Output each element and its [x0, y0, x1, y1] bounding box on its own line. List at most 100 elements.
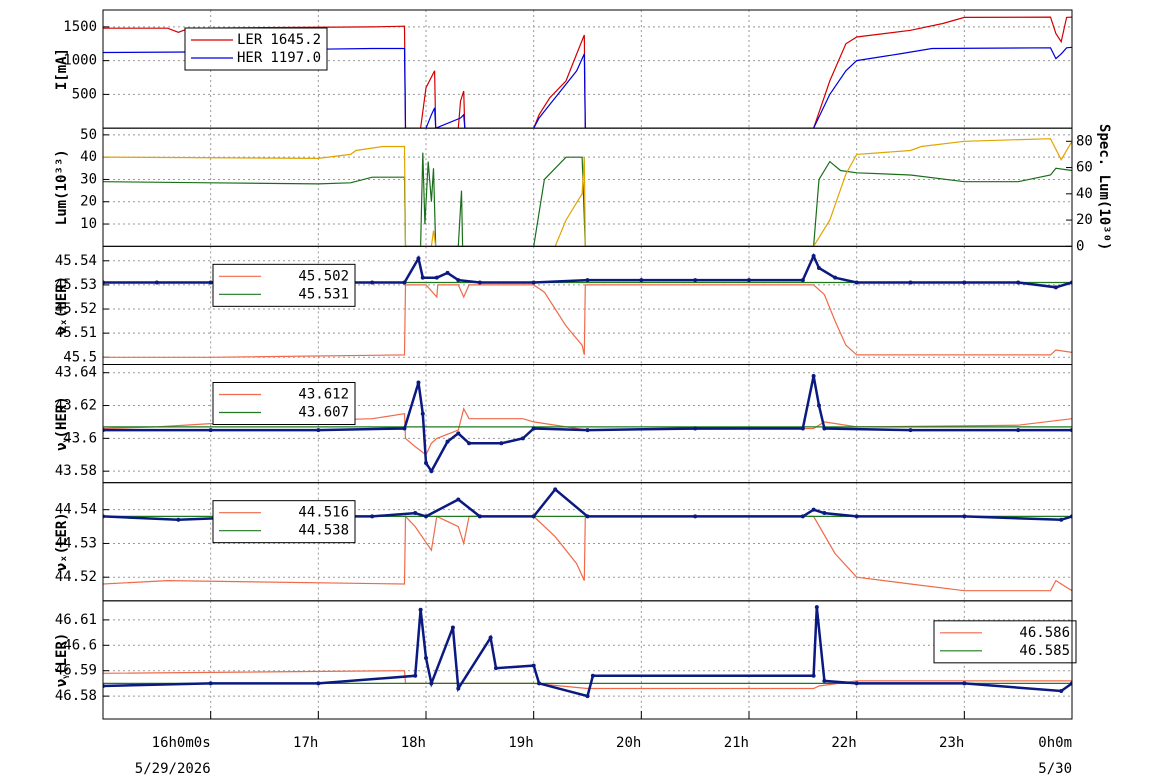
tune-point	[854, 681, 859, 686]
tune-point	[693, 426, 698, 431]
tune-point	[639, 278, 644, 283]
tune-point	[816, 403, 821, 408]
tune-point	[811, 253, 816, 258]
tune-point	[493, 666, 498, 671]
legend-value: 43.607	[298, 405, 349, 421]
tune-point	[811, 673, 816, 678]
tune-point	[585, 514, 590, 519]
legend-value: 43.612	[298, 387, 349, 403]
plot-area	[103, 605, 1072, 699]
tune-point	[208, 428, 213, 433]
date-label: 5/30	[1038, 761, 1072, 777]
y-tick-label: 44.52	[55, 569, 97, 585]
y-tick-label: 50	[80, 127, 97, 143]
y2-tick-label: 0	[1076, 238, 1084, 254]
y2-tick-label: 80	[1076, 133, 1093, 149]
tune-point	[908, 428, 913, 433]
y-tick-label: 44.54	[55, 502, 97, 518]
y-tick-label: 43.64	[55, 365, 97, 381]
tune-point	[424, 514, 428, 519]
y-tick-label: 46.6	[63, 637, 97, 653]
y-tick-label: 45.53	[55, 277, 97, 293]
legend-value: 46.585	[1019, 643, 1070, 659]
tune-point	[456, 686, 461, 691]
tune-point	[520, 436, 525, 441]
series-line	[103, 16, 1072, 129]
tune-point	[585, 694, 590, 699]
y-tick-label: 40	[80, 149, 97, 165]
tune-point	[1059, 689, 1064, 694]
tune-point	[370, 280, 375, 285]
legend: 44.516 44.538	[212, 500, 356, 544]
tune-point	[456, 497, 461, 502]
x-tick-label: 16h0m0s	[152, 735, 211, 751]
y-tick-label: 46.59	[55, 663, 97, 679]
x-tick-label: 0h0m	[1038, 735, 1072, 751]
tune-point	[854, 280, 859, 285]
tune-point	[499, 441, 504, 446]
x-tick-label: 18h	[401, 735, 426, 751]
x-tick-label: 22h	[831, 735, 856, 751]
tune-point	[402, 280, 407, 285]
y2-tick-label: 40	[1076, 186, 1093, 202]
tune-point	[370, 514, 375, 519]
y-tick-label: 10	[80, 216, 97, 232]
tune-point	[747, 278, 751, 283]
y2-tick-label: 20	[1076, 212, 1093, 228]
legend-value: 1645.2	[270, 32, 321, 48]
tune-point	[316, 428, 321, 433]
y-axis-label: I[mA]	[54, 48, 70, 90]
series-line	[103, 670, 1072, 690]
y-tick-label: 45.51	[55, 325, 97, 341]
tune-point	[434, 275, 439, 280]
y-tick-label: 45.5	[63, 349, 97, 365]
series-line	[103, 514, 1072, 592]
x-tick-label: 17h	[293, 735, 318, 751]
tune-point	[814, 605, 819, 610]
plot-area	[103, 373, 1072, 474]
tune-point	[429, 681, 434, 686]
series-line	[103, 407, 1072, 456]
y-tick-label: 500	[72, 86, 97, 102]
tune-point	[416, 256, 421, 261]
legend-value: 1197.0	[270, 50, 321, 66]
tune-point	[208, 681, 213, 686]
y-tick-label: 43.62	[55, 398, 97, 414]
tune-point	[420, 411, 425, 416]
tune-point	[962, 681, 967, 686]
y-axis-label: νₓ(HER)	[54, 276, 70, 335]
legend-box	[212, 500, 356, 544]
y-tick-label: 46.58	[55, 688, 97, 704]
x-tick-label: 21h	[724, 735, 749, 751]
plot-area	[103, 138, 1072, 247]
y-tick-label: 43.58	[55, 463, 97, 479]
tune-point	[693, 278, 698, 283]
tune-point	[413, 673, 418, 678]
tune-point	[467, 441, 472, 446]
tune-point	[413, 511, 418, 516]
tune-point	[416, 380, 421, 385]
tune-point	[693, 514, 698, 519]
tune-point	[822, 511, 827, 516]
y-tick-label: 44.53	[55, 535, 97, 551]
y-tick-label: 43.6	[63, 430, 97, 446]
tune-point	[833, 275, 838, 280]
legend-name: LER	[237, 32, 263, 48]
tune-point	[962, 514, 967, 519]
tune-point	[816, 266, 821, 271]
x-tick-label: 19h	[508, 735, 533, 751]
tune-point	[962, 280, 967, 285]
tune-point	[154, 280, 159, 285]
legend: 43.612 43.607	[212, 382, 356, 425]
y-tick-label: 1500	[63, 19, 97, 35]
tune-point	[531, 514, 536, 519]
y-axis-label: νₓ(LER)	[54, 512, 70, 571]
legend-box	[933, 620, 1077, 664]
tune-point	[908, 280, 913, 285]
legend-name: HER	[237, 50, 263, 66]
tune-point	[424, 656, 428, 661]
tune-point	[1016, 428, 1021, 433]
legend: LER 1645.2 HER 1197.0	[184, 27, 328, 71]
